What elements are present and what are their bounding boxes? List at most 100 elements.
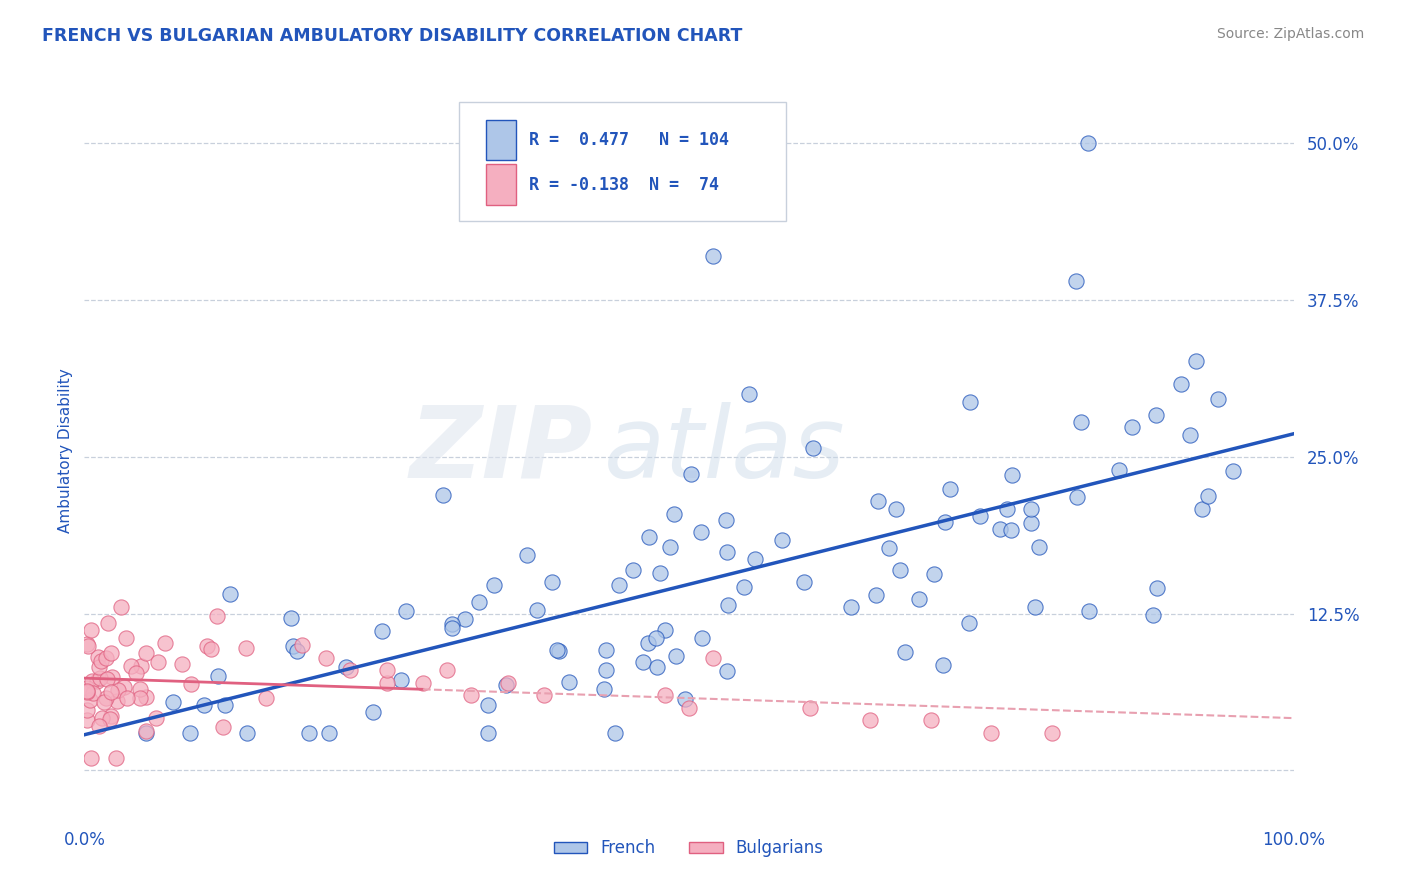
Point	[89, 671, 111, 685]
Point	[665, 649, 688, 664]
Point	[129, 691, 152, 706]
Point	[733, 581, 755, 595]
Point	[180, 676, 202, 690]
Point	[129, 681, 152, 696]
Point	[716, 664, 738, 678]
Point	[339, 663, 361, 677]
Point	[90, 711, 112, 725]
Point	[603, 726, 626, 740]
Point	[98, 712, 121, 726]
Point	[540, 575, 562, 590]
Point	[371, 624, 394, 639]
Point	[738, 387, 761, 401]
Point	[877, 541, 900, 555]
Point	[105, 693, 128, 707]
Point	[702, 249, 724, 263]
Point	[533, 688, 555, 702]
Point	[889, 563, 911, 577]
Point	[110, 600, 132, 615]
Point	[96, 691, 118, 706]
Point	[679, 467, 702, 481]
Point	[637, 531, 659, 545]
Point	[77, 639, 100, 653]
Point	[121, 659, 143, 673]
Point	[839, 599, 862, 614]
Point	[375, 675, 398, 690]
Point	[1191, 502, 1213, 516]
Point	[716, 545, 738, 559]
Point	[482, 578, 505, 592]
Point	[212, 720, 235, 734]
Point	[100, 646, 122, 660]
Point	[648, 566, 671, 580]
Point	[101, 669, 124, 683]
Point	[1000, 524, 1022, 538]
Point	[291, 638, 314, 652]
Point	[477, 698, 499, 712]
Point	[662, 507, 685, 521]
Point	[690, 631, 713, 645]
Point	[865, 588, 887, 602]
Point	[90, 654, 112, 668]
Point	[395, 604, 418, 618]
Point	[546, 643, 568, 657]
Point	[1197, 489, 1219, 503]
Point	[1019, 516, 1042, 530]
Point	[112, 680, 135, 694]
Point	[557, 674, 579, 689]
Point	[607, 578, 630, 592]
Point	[908, 592, 931, 607]
Point	[1185, 353, 1208, 368]
FancyBboxPatch shape	[486, 164, 516, 204]
Point	[125, 666, 148, 681]
Point	[1070, 415, 1092, 429]
Point	[281, 639, 304, 653]
Point	[200, 642, 222, 657]
Text: Source: ZipAtlas.com: Source: ZipAtlas.com	[1216, 27, 1364, 41]
Point	[654, 688, 676, 702]
Point	[86, 673, 108, 688]
Point	[959, 395, 981, 409]
Point	[76, 637, 98, 651]
Point	[235, 640, 257, 655]
Point	[115, 691, 138, 706]
Point	[595, 663, 617, 677]
Point	[633, 655, 655, 669]
Point	[89, 719, 111, 733]
Point	[280, 611, 302, 625]
Point	[335, 660, 357, 674]
Point	[799, 700, 821, 714]
Point	[76, 685, 98, 699]
Point	[218, 587, 240, 601]
Point	[315, 650, 337, 665]
Point	[1077, 136, 1099, 150]
Point	[172, 657, 194, 671]
Point	[495, 678, 517, 692]
Point	[744, 552, 766, 566]
Point	[432, 488, 454, 502]
Point	[988, 522, 1011, 536]
Point	[87, 660, 110, 674]
Point	[1019, 501, 1042, 516]
Legend: French, Bulgarians: French, Bulgarians	[547, 833, 831, 864]
Point	[702, 650, 724, 665]
Point	[1028, 541, 1050, 555]
Point	[678, 700, 700, 714]
Point	[637, 636, 659, 650]
Point	[114, 632, 136, 646]
Point	[1121, 420, 1143, 434]
Point	[659, 540, 682, 554]
Point	[1206, 392, 1229, 406]
Point	[440, 616, 463, 631]
Point	[79, 751, 101, 765]
Y-axis label: Ambulatory Disability: Ambulatory Disability	[58, 368, 73, 533]
Point	[76, 713, 98, 727]
Point	[285, 644, 308, 658]
Point	[922, 567, 945, 582]
Point	[1144, 408, 1167, 422]
Point	[236, 726, 259, 740]
Text: R =  0.477   N = 104: R = 0.477 N = 104	[529, 131, 730, 149]
Point	[1024, 600, 1046, 615]
Point	[179, 726, 201, 740]
FancyBboxPatch shape	[460, 103, 786, 221]
